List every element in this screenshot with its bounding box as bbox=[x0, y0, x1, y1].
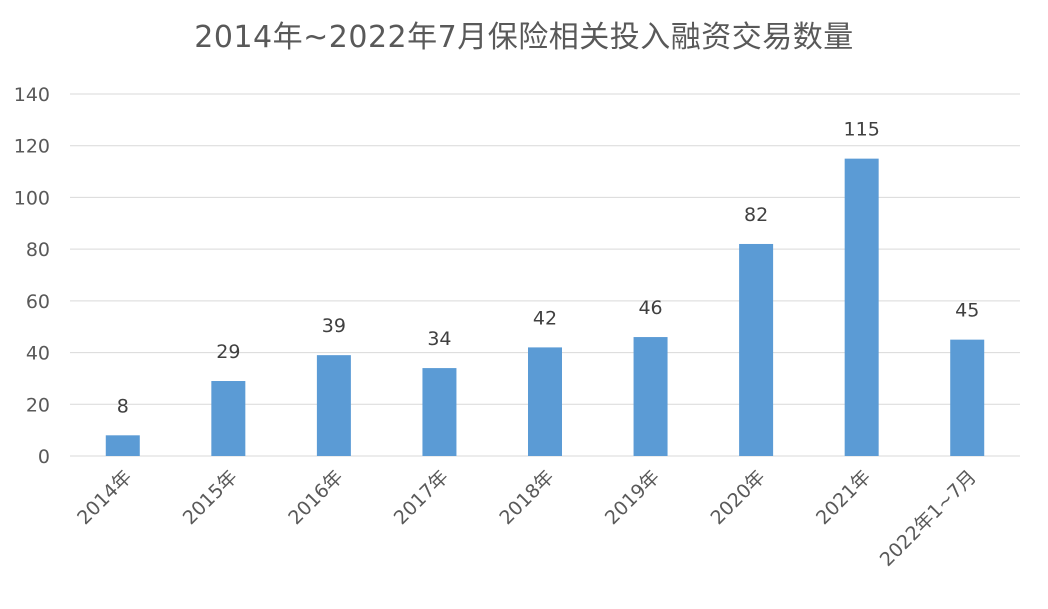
y-tick-label: 0 bbox=[38, 446, 50, 468]
chart-title: 2014年~2022年7月保险相关投入融资交易数量 bbox=[194, 20, 854, 55]
x-tick-label: 2022年1~7月 bbox=[876, 466, 981, 571]
x-tick-label: 2020年 bbox=[706, 466, 769, 529]
bar bbox=[105, 435, 140, 456]
y-tick-label: 80 bbox=[26, 239, 50, 261]
bar bbox=[633, 337, 668, 456]
bar bbox=[950, 339, 985, 456]
y-tick-label: 140 bbox=[14, 84, 50, 106]
bar bbox=[211, 381, 246, 456]
x-tick-label: 2015年 bbox=[179, 466, 242, 529]
bars bbox=[105, 158, 985, 456]
x-tick-label: 2018年 bbox=[495, 466, 558, 529]
y-tick-label: 100 bbox=[14, 187, 50, 209]
bar bbox=[316, 355, 351, 456]
data-labels: 8 29 39 34 42 46 82 115 45 bbox=[117, 119, 980, 418]
y-tick-label: 120 bbox=[14, 136, 50, 158]
x-tick-label: 2021年 bbox=[812, 466, 875, 529]
bar bbox=[528, 347, 562, 456]
y-axis-ticks: 0 20 40 60 80 100 120 140 bbox=[14, 84, 50, 468]
data-label: 29 bbox=[216, 341, 240, 363]
bar bbox=[422, 368, 457, 456]
x-tick-label: 2014年 bbox=[73, 466, 136, 529]
data-label: 45 bbox=[955, 300, 979, 322]
y-tick-label: 20 bbox=[26, 394, 50, 416]
data-label: 46 bbox=[638, 297, 662, 319]
data-label: 82 bbox=[744, 204, 768, 226]
x-tick-label: 2016年 bbox=[284, 466, 347, 529]
x-tick-label: 2019年 bbox=[601, 466, 664, 529]
x-axis-ticks: 2014年 2015年 2016年 2017年 2018年 2019年 2020年 2021年… bbox=[73, 466, 981, 571]
y-tick-label: 40 bbox=[26, 343, 50, 365]
bar bbox=[739, 243, 774, 456]
y-tick-label: 60 bbox=[26, 291, 50, 313]
data-label: 115 bbox=[844, 119, 880, 141]
x-tick-label: 2017年 bbox=[390, 466, 453, 529]
data-label: 34 bbox=[427, 328, 451, 350]
bar bbox=[844, 158, 879, 456]
data-label: 8 bbox=[117, 395, 129, 417]
data-label: 39 bbox=[322, 315, 346, 337]
data-label: 42 bbox=[533, 307, 557, 329]
